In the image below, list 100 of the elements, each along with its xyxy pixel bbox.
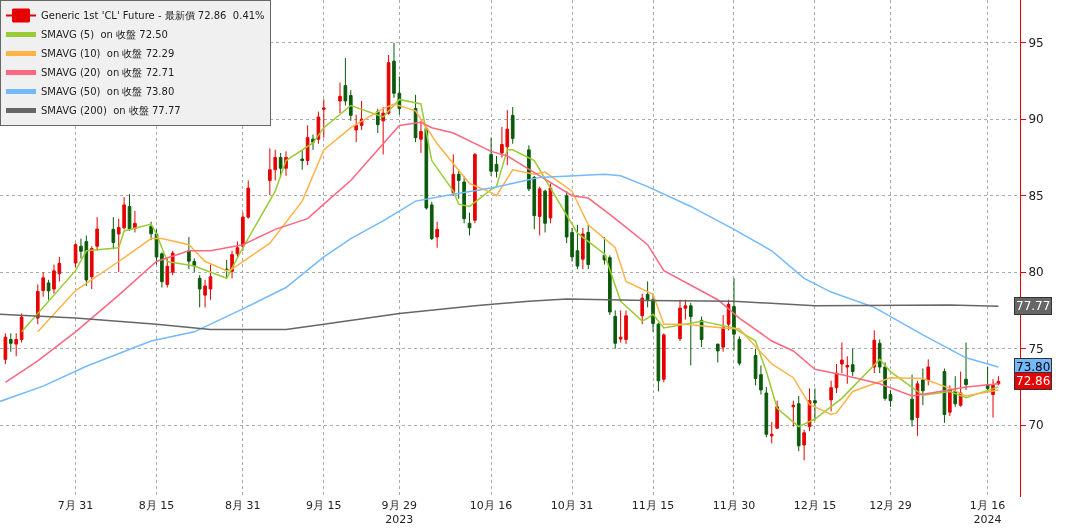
annotation: 73.80 <box>1016 360 1051 374</box>
legend-label: SMAVG (50) on 收盤 73.80 <box>41 86 175 98</box>
candlestick <box>942 368 947 424</box>
candlestick <box>888 389 893 408</box>
candlestick <box>688 302 693 366</box>
candlestick <box>543 189 547 233</box>
candlestick <box>926 358 931 386</box>
candlestick <box>354 114 359 143</box>
candlestick <box>14 332 19 357</box>
candlestick <box>489 137 493 177</box>
y-tick-label: 70 <box>1028 418 1044 433</box>
candlestick <box>813 387 817 422</box>
y-tick-label: 75 <box>1028 341 1044 356</box>
candlestick <box>726 299 731 331</box>
candlestick <box>910 374 914 428</box>
y-tick-label: 85 <box>1028 188 1044 203</box>
candlestick <box>305 124 310 166</box>
x-tick-label: 9月 15 <box>306 499 342 512</box>
legend-label: Generic 1st 'CL' Future - 最新價 72.86 0.41% <box>41 10 265 22</box>
candlestick <box>429 201 434 241</box>
y-tick-label: 95 <box>1028 36 1044 51</box>
candlestick <box>3 332 8 365</box>
candlestick <box>95 216 99 252</box>
candlestick <box>715 343 720 363</box>
candlestick <box>89 245 94 290</box>
candlestick <box>850 348 855 377</box>
candlestick <box>343 57 348 107</box>
candlestick <box>964 342 968 391</box>
candlestick <box>8 332 13 353</box>
candlestick <box>872 329 877 374</box>
x-tick-label: 7月 31 <box>57 499 94 512</box>
candlestick <box>111 216 116 250</box>
candlestick <box>73 242 78 269</box>
candlestick <box>661 332 666 383</box>
annotation: 77.77 <box>1016 299 1051 313</box>
candlestick <box>127 193 132 232</box>
candlestick <box>829 380 833 412</box>
x-tick-label: 1月 16 2024 <box>969 499 1006 527</box>
candlestick <box>921 368 925 406</box>
candlestick <box>435 221 439 249</box>
x-tick-label: 12月 29 <box>869 499 912 512</box>
candlestick <box>764 386 769 438</box>
x-tick-label: 8月 15 <box>138 499 175 512</box>
candlestick <box>46 279 51 301</box>
candlestick <box>197 274 202 308</box>
candlestick <box>348 89 353 122</box>
candlestick <box>840 342 844 374</box>
y-tick-label: 80 <box>1028 265 1044 280</box>
legend-label: SMAVG (20) on 收盤 72.71 <box>41 67 175 79</box>
x-tick-label: 11月 30 <box>712 499 756 512</box>
candlestick <box>802 429 806 461</box>
x-tick-label: 8月 31 <box>225 499 261 512</box>
candlestick <box>845 355 850 385</box>
candlestick <box>300 149 305 171</box>
legend-label: SMAVG (10) on 收盤 72.29 <box>41 48 175 60</box>
candlestick <box>586 224 591 270</box>
candlestick <box>203 279 207 308</box>
candlestick <box>321 98 326 139</box>
candlestick <box>386 54 391 116</box>
candlestick <box>510 106 515 145</box>
x-tick-label: 11月 15 <box>631 499 675 512</box>
candlestick <box>796 395 801 452</box>
x-tick-label: 10月 16 <box>469 499 513 512</box>
candlestick <box>791 400 796 428</box>
x-tick-label: 9月 29 2023 <box>381 499 418 527</box>
line-series <box>0 173 1000 403</box>
y-tick-label: 90 <box>1028 112 1044 127</box>
candlestick <box>208 264 213 301</box>
candlestick <box>149 221 153 241</box>
line-series <box>0 298 1000 331</box>
candlestick <box>721 314 725 353</box>
candlestick <box>581 227 585 270</box>
candlestick <box>456 169 461 200</box>
candlestick <box>316 111 321 145</box>
candlestick <box>996 375 1001 386</box>
candlestick <box>451 153 456 197</box>
candlestick <box>494 155 499 178</box>
candlestick <box>948 384 952 417</box>
legend-label: SMAVG (200) on 收盤 77.77 <box>41 105 181 117</box>
candlestick <box>165 257 170 288</box>
candlestick <box>467 212 472 236</box>
candlestick <box>737 335 742 366</box>
candlestick <box>537 186 542 236</box>
x-tick-label: 10月 31 <box>550 499 594 512</box>
candlestick <box>775 400 779 430</box>
x-tick-label: 12月 15 <box>793 499 837 512</box>
candlestick <box>915 380 920 437</box>
candlestick <box>160 251 164 288</box>
candlestick <box>656 322 661 392</box>
annotation: 72.86 <box>1016 374 1051 388</box>
candlestick <box>41 271 45 298</box>
candlestick <box>473 152 477 224</box>
candlestick <box>19 312 24 344</box>
candlestick <box>640 293 645 325</box>
candlestick <box>613 309 618 350</box>
candlestick <box>419 120 423 154</box>
legend-label: SMAVG (5) on 收盤 72.50 <box>41 29 168 41</box>
candlestick <box>769 421 774 444</box>
candlestick <box>338 82 342 114</box>
candlestick <box>462 175 466 224</box>
